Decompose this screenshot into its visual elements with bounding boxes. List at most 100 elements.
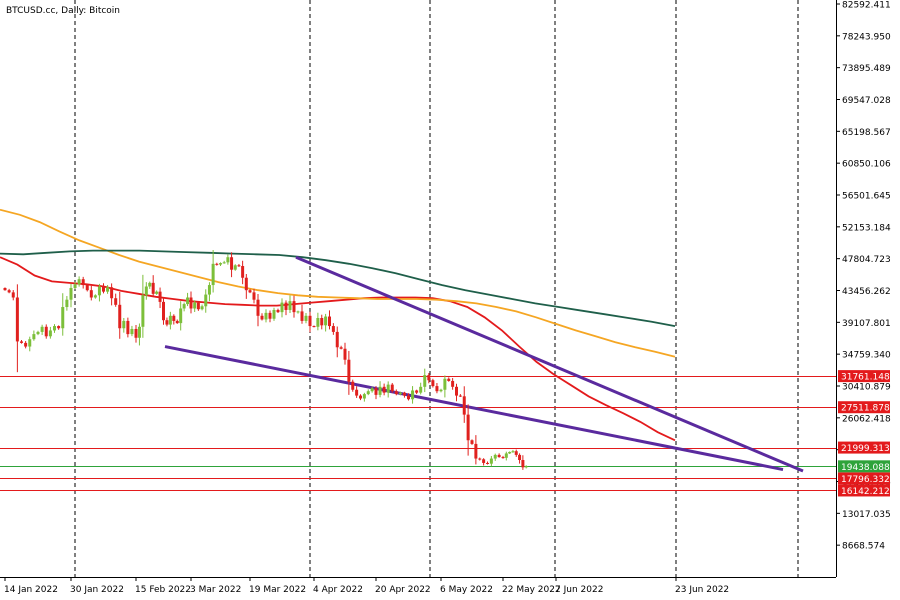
candle-body (419, 386, 423, 393)
candle-body (347, 359, 351, 382)
candle-body (316, 317, 320, 327)
candle-body (304, 315, 308, 321)
candle-body (7, 290, 11, 293)
candle-body (155, 291, 159, 294)
current-price-tag-box (838, 460, 890, 473)
candle-body (237, 265, 241, 267)
candle-body (374, 388, 378, 395)
candle-body (462, 396, 466, 415)
candle-body (24, 342, 28, 347)
candle-body (48, 330, 52, 337)
date-tick-label: 14 Jan 2022 (4, 585, 58, 595)
candle-body (137, 326, 141, 338)
price-tick-label: 26062.418 (842, 414, 891, 424)
lower-trendline (164, 345, 784, 472)
candle-body (423, 375, 427, 387)
date-tick-label: 22 May 2022 (502, 585, 561, 595)
date-tick-label: 4 Apr 2022 (313, 585, 363, 595)
price-level-tag-box (838, 370, 890, 383)
candle-body (335, 331, 339, 348)
candle-body (244, 277, 248, 291)
candle-body (268, 312, 272, 319)
candle-body (162, 301, 165, 321)
chart-title: BTCUSD.cc, Daily: Bitcoin (6, 6, 120, 16)
price-level-tag-box (838, 484, 890, 497)
candle-body (359, 395, 362, 399)
candlesticks (3, 250, 528, 470)
price-level-tag-label: 17796.332 (841, 475, 890, 485)
candle-body (211, 263, 215, 286)
candle-body (126, 320, 130, 335)
candle-body (102, 286, 105, 292)
trendlines (164, 255, 804, 473)
price-level-tag-label: 21999.313 (841, 444, 890, 454)
candle-body (40, 326, 44, 332)
candle-body (362, 394, 366, 399)
candle-body (110, 287, 114, 299)
candle-body (524, 466, 528, 468)
date-tick-label: 30 Jan 2022 (70, 585, 124, 595)
candle-body (447, 378, 451, 381)
candle-body (521, 460, 525, 468)
candle-body (280, 302, 284, 313)
candle-body (20, 341, 23, 343)
candle-body (89, 290, 93, 298)
price-level-tag-box (838, 472, 890, 485)
candle-body (73, 284, 77, 288)
candle-body (296, 311, 300, 313)
candle-body (193, 302, 197, 309)
price-level-tag-label: 27511.878 (841, 404, 890, 414)
candle-body (390, 384, 394, 392)
candle-body (256, 299, 260, 316)
price-tick-label: 69547.028 (842, 96, 891, 106)
candle-body (370, 388, 374, 392)
candle-body (3, 287, 7, 291)
date-tick-label: 20 Apr 2022 (375, 585, 431, 595)
candle-body (65, 299, 69, 308)
price-tick-label: 78243.950 (842, 32, 891, 42)
candle-body (474, 443, 478, 459)
candle-body (222, 262, 226, 264)
candle-body (466, 414, 470, 441)
price-tick-label: 73895.489 (842, 64, 891, 74)
candle-body (451, 380, 455, 387)
candle-body (118, 304, 122, 329)
date-tick-label: 6 May 2022 (440, 585, 493, 595)
date-tick-label: 3 Mar 2022 (190, 585, 241, 595)
candle-body (260, 315, 264, 320)
candle-body (134, 328, 138, 338)
candle-body (508, 451, 512, 454)
candle-body (328, 316, 331, 327)
candle-body (15, 297, 19, 342)
candle-body (312, 326, 316, 328)
candle-body (44, 326, 48, 337)
candle-body (106, 287, 110, 292)
candle-body (343, 348, 347, 360)
candle-body (77, 279, 81, 285)
candle-body (11, 292, 15, 298)
candle-body (61, 307, 65, 329)
candle-body (36, 331, 40, 335)
price-tick-label: 52153.184 (842, 223, 891, 233)
candle-body (186, 297, 190, 305)
price-tick-label: 56501.645 (842, 191, 891, 201)
candle-body (182, 304, 186, 309)
candle-body (331, 326, 335, 332)
candle-body (189, 297, 193, 309)
candle-body (489, 458, 493, 464)
price-tick-label: 60850.106 (842, 160, 891, 170)
candle-body (386, 384, 390, 393)
candle-body (28, 339, 32, 347)
candle-body (272, 309, 276, 319)
candle-body (144, 286, 148, 296)
candle-body (69, 287, 73, 300)
candle-body (264, 312, 268, 320)
candle-body (288, 301, 292, 310)
candle-body (398, 392, 402, 395)
candle-body (427, 375, 431, 381)
candle-body (252, 292, 256, 300)
candle-body (339, 347, 343, 349)
candle-body (501, 457, 505, 459)
